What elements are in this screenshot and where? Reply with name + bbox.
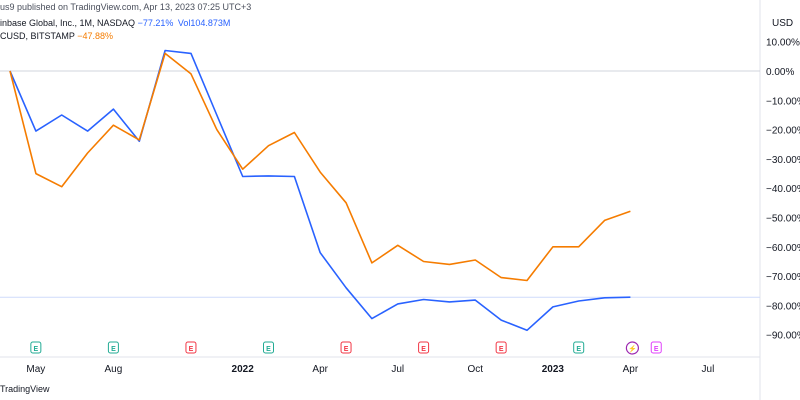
x-tick-label: 2023: [542, 364, 565, 375]
x-tick-label: Aug: [105, 364, 123, 375]
earnings-event-box: [263, 341, 274, 354]
earnings-event-box: [185, 341, 197, 354]
event-marker-label: E: [111, 346, 116, 353]
split-event-circle: [625, 341, 640, 355]
series-2-change: −47.88%: [77, 31, 113, 41]
y-tick-label: 0.00%: [766, 67, 794, 78]
event-marker-label: E: [266, 346, 271, 353]
chart-header: us9 published on TradingView.com, Apr 13…: [0, 0, 760, 44]
earnings-event-box: [107, 341, 119, 354]
series-1-change: −77.21%: [137, 18, 174, 28]
event-marker-label: E: [576, 346, 581, 353]
x-tick-label: May: [26, 364, 45, 375]
earnings-event-marker[interactable]: E: [185, 341, 197, 354]
y-tick-label: −90.00%: [766, 331, 800, 342]
y-tick-label: −10.00%: [766, 96, 800, 107]
earnings-event-marker[interactable]: E: [495, 341, 507, 354]
y-tick-label: −40.00%: [766, 184, 800, 195]
event-marker-label: E: [34, 346, 39, 353]
event-marker-label: E: [654, 346, 659, 353]
x-tick-label: 2022: [232, 364, 255, 375]
x-tick-label: Apr: [623, 364, 639, 375]
y-tick-label: −50.00%: [766, 214, 800, 225]
series-2-symbol: CUSD, BITSTAMP: [0, 31, 75, 41]
series-line-1: [9, 49, 631, 332]
series-1-volume: Vol104.873M: [177, 18, 231, 28]
earnings-event-marker[interactable]: E: [573, 341, 585, 354]
earnings-event-marker[interactable]: E: [418, 341, 430, 354]
earnings-event-marker[interactable]: E: [107, 341, 119, 354]
series-1-volume-label: Vol104.873M: [178, 18, 231, 28]
y-tick-label: −30.00%: [766, 155, 800, 166]
event-marker-label: E: [344, 346, 349, 353]
x-tick-label: Oct: [468, 364, 484, 375]
x-tick-label: Jul: [702, 364, 715, 375]
footer-brand[interactable]: TradingView: [0, 384, 50, 394]
legend-series-2[interactable]: CUSD, BITSTAMP −47.88%: [0, 30, 113, 42]
earnings-event-marker[interactable]: E: [30, 341, 42, 354]
event-marker-label: E: [499, 346, 504, 353]
y-tick-label: −20.00%: [766, 126, 800, 137]
earnings-event-marker[interactable]: E: [650, 341, 662, 354]
earnings-event-box: [30, 341, 42, 354]
series-line-2: [9, 52, 631, 282]
split-event-marker[interactable]: ⚡: [625, 341, 640, 355]
y-tick-label: −80.00%: [766, 301, 800, 312]
earnings-event-box: [650, 341, 662, 354]
x-tick-label: Jul: [391, 364, 404, 375]
earnings-event-box: [495, 341, 507, 354]
published-line: us9 published on TradingView.com, Apr 13…: [0, 2, 252, 12]
legend-series-1[interactable]: inbase Global, Inc., 1M, NASDAQ −77.21% …: [0, 17, 230, 29]
earnings-event-box: [573, 341, 585, 354]
x-tick-label: Apr: [312, 364, 328, 375]
earnings-event-box: [340, 341, 352, 354]
tradingview-brand-label: TradingView: [0, 384, 50, 394]
series-1-symbol: inbase Global, Inc., 1M, NASDAQ: [0, 18, 136, 28]
event-marker-label: E: [189, 346, 194, 353]
event-marker-label: E: [421, 346, 426, 353]
event-marker-label: ⚡: [628, 344, 637, 353]
y-tick-label: −70.00%: [766, 272, 800, 283]
currency-label[interactable]: USD: [772, 18, 794, 29]
earnings-event-marker[interactable]: E: [340, 341, 352, 354]
earnings-event-marker[interactable]: E: [263, 341, 274, 354]
y-tick-label: 10.00%: [766, 38, 800, 49]
earnings-event-box: [418, 341, 430, 354]
y-tick-label: −60.00%: [766, 243, 800, 254]
